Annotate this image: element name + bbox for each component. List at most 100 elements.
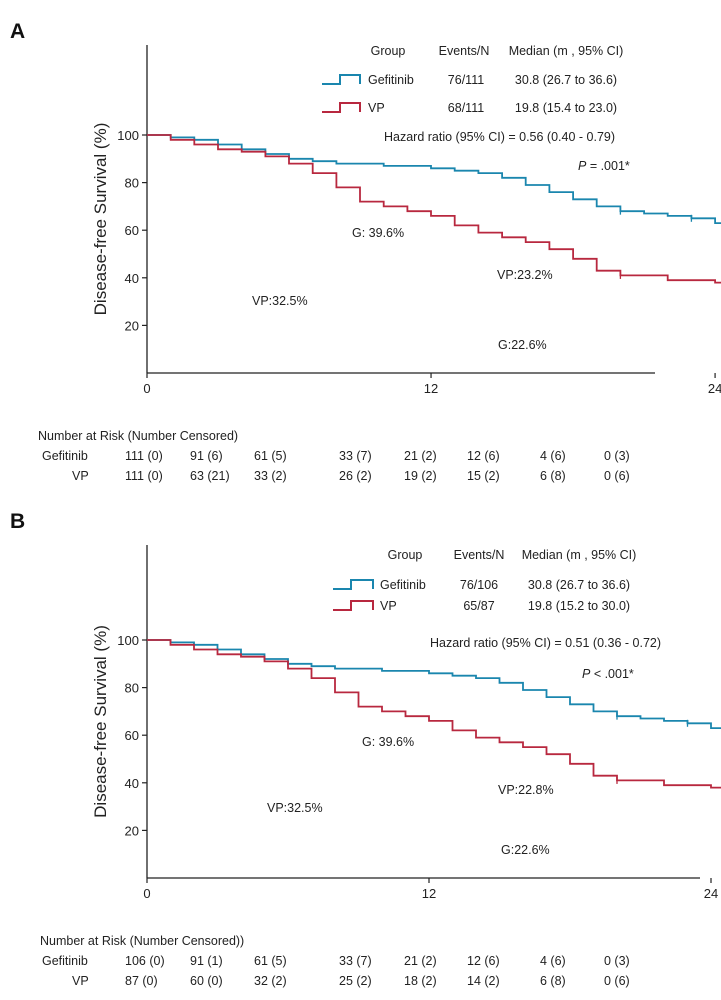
series-gefitinib-curve [147, 639, 721, 729]
legend-events: 68/111 [448, 101, 484, 115]
risk-table-title: Number at Risk (Number Censored)) [40, 934, 244, 948]
y-tick-label: 100 [117, 633, 139, 648]
risk-cell: 18 (2) [404, 974, 437, 988]
risk-cell: 63 (21) [190, 469, 230, 483]
legend-header: Group [388, 548, 423, 562]
risk-cell: 0 (3) [604, 449, 630, 463]
y-axis-label: Disease-free Survival (%) [91, 123, 110, 316]
y-tick-label: 40 [125, 776, 139, 791]
risk-cell: 61 (5) [254, 954, 287, 968]
y-tick-label: 60 [125, 728, 139, 743]
risk-cell: 4 (6) [540, 449, 566, 463]
x-tick-label: 0 [143, 381, 150, 396]
y-tick-label: 100 [117, 128, 139, 143]
legend-name: Gefitinib [380, 578, 426, 592]
x-tick-label: 12 [424, 381, 438, 396]
series-vp-curve [147, 639, 721, 789]
annotation-g36: G: 39.6% [362, 735, 414, 749]
series-vp-curve [147, 134, 721, 284]
risk-row-label: VP [72, 469, 89, 483]
risk-cell: 60 (0) [190, 974, 223, 988]
panel-label: A [10, 20, 25, 43]
y-tick-label: 40 [125, 271, 139, 286]
x-tick-label: 24 [704, 886, 718, 901]
p-value: P < .001* [582, 667, 634, 681]
legend-swatch-vp [322, 102, 361, 113]
legend-events: 76/106 [460, 578, 498, 592]
legend-median: 30.8 (26.7 to 36.6) [515, 73, 617, 87]
legend-name: VP [368, 101, 385, 115]
risk-cell: 19 (2) [404, 469, 437, 483]
x-tick-label: 24 [708, 381, 721, 396]
risk-cell: 33 (7) [339, 449, 372, 463]
risk-cell: 12 (6) [467, 449, 500, 463]
risk-cell: 87 (0) [125, 974, 158, 988]
p-number: = .001* [586, 159, 630, 173]
x-tick-label: 12 [422, 886, 436, 901]
risk-cell: 12 (6) [467, 954, 500, 968]
y-tick-label: 60 [125, 223, 139, 238]
risk-cell: 91 (1) [190, 954, 223, 968]
risk-cell: 21 (2) [404, 449, 437, 463]
legend-median: 19.8 (15.4 to 23.0) [515, 101, 617, 115]
y-tick-label: 80 [125, 681, 139, 696]
legend-header: Median (m , 95% CI) [509, 44, 624, 58]
x-tick-label: 0 [143, 886, 150, 901]
risk-cell: 111 (0) [125, 449, 163, 463]
risk-cell: 14 (2) [467, 974, 500, 988]
risk-cell: 111 (0) [125, 469, 163, 483]
panel-label: B [10, 510, 25, 533]
risk-row-label: Gefitinib [42, 449, 88, 463]
p-value: P = .001* [578, 159, 630, 173]
annotation-vp60: VP:23.2% [497, 268, 553, 282]
risk-cell: 0 (3) [604, 954, 630, 968]
risk-cell: 0 (6) [604, 469, 630, 483]
risk-cell: 26 (2) [339, 469, 372, 483]
annotation-vp36: VP:32.5% [252, 294, 308, 308]
annotation-g60: G:22.6% [498, 338, 547, 352]
y-tick-label: 20 [125, 823, 139, 838]
plot-area-a: 20406080100012243648607284Disease-free S… [38, 44, 721, 483]
panel-a: A 20406080100012243648607284Disease-free… [10, 20, 721, 483]
legend-median: 30.8 (26.7 to 36.6) [528, 578, 630, 592]
legend-header: Median (m , 95% CI) [522, 548, 637, 562]
legend-events: 65/87 [463, 599, 494, 613]
legend-header: Events/N [439, 44, 490, 58]
legend-header: Events/N [454, 548, 505, 562]
risk-cell: 6 (8) [540, 469, 566, 483]
risk-cell: 15 (2) [467, 469, 500, 483]
y-tick-label: 20 [125, 318, 139, 333]
risk-cell: 0 (6) [604, 974, 630, 988]
annotation-vp60: VP:22.8% [498, 783, 554, 797]
risk-cell: 33 (2) [254, 469, 287, 483]
series-gefitinib-curve [147, 134, 721, 224]
y-axis-label: Disease-free Survival (%) [91, 625, 110, 818]
p-symbol: P [582, 667, 591, 681]
legend-name: VP [380, 599, 397, 613]
legend-swatch-gefitinib [322, 74, 361, 85]
risk-cell: 91 (6) [190, 449, 223, 463]
annotation-g36: G: 39.6% [352, 226, 404, 240]
risk-row-label: VP [72, 974, 89, 988]
risk-cell: 32 (2) [254, 974, 287, 988]
risk-row-label: Gefitinib [42, 954, 88, 968]
risk-table-title: Number at Risk (Number Censored) [38, 429, 238, 443]
annotation-g60: G:22.6% [501, 843, 550, 857]
hazard-ratio: Hazard ratio (95% CI) = 0.56 (0.40 - 0.7… [384, 130, 615, 144]
p-number: < .001* [590, 667, 634, 681]
risk-cell: 6 (8) [540, 974, 566, 988]
y-tick-label: 80 [125, 176, 139, 191]
legend-swatch-vp [333, 600, 374, 611]
p-symbol: P [578, 159, 587, 173]
risk-cell: 4 (6) [540, 954, 566, 968]
legend-header: Group [371, 44, 406, 58]
risk-cell: 33 (7) [339, 954, 372, 968]
risk-cell: 25 (2) [339, 974, 372, 988]
plot-area-b: 20406080100012243648607284Disease-free S… [40, 545, 721, 988]
risk-cell: 21 (2) [404, 954, 437, 968]
panel-b: B 20406080100012243648607284Disease-free… [10, 510, 721, 988]
annotation-vp36: VP:32.5% [267, 801, 323, 815]
legend-events: 76/111 [448, 73, 484, 87]
legend-name: Gefitinib [368, 73, 414, 87]
